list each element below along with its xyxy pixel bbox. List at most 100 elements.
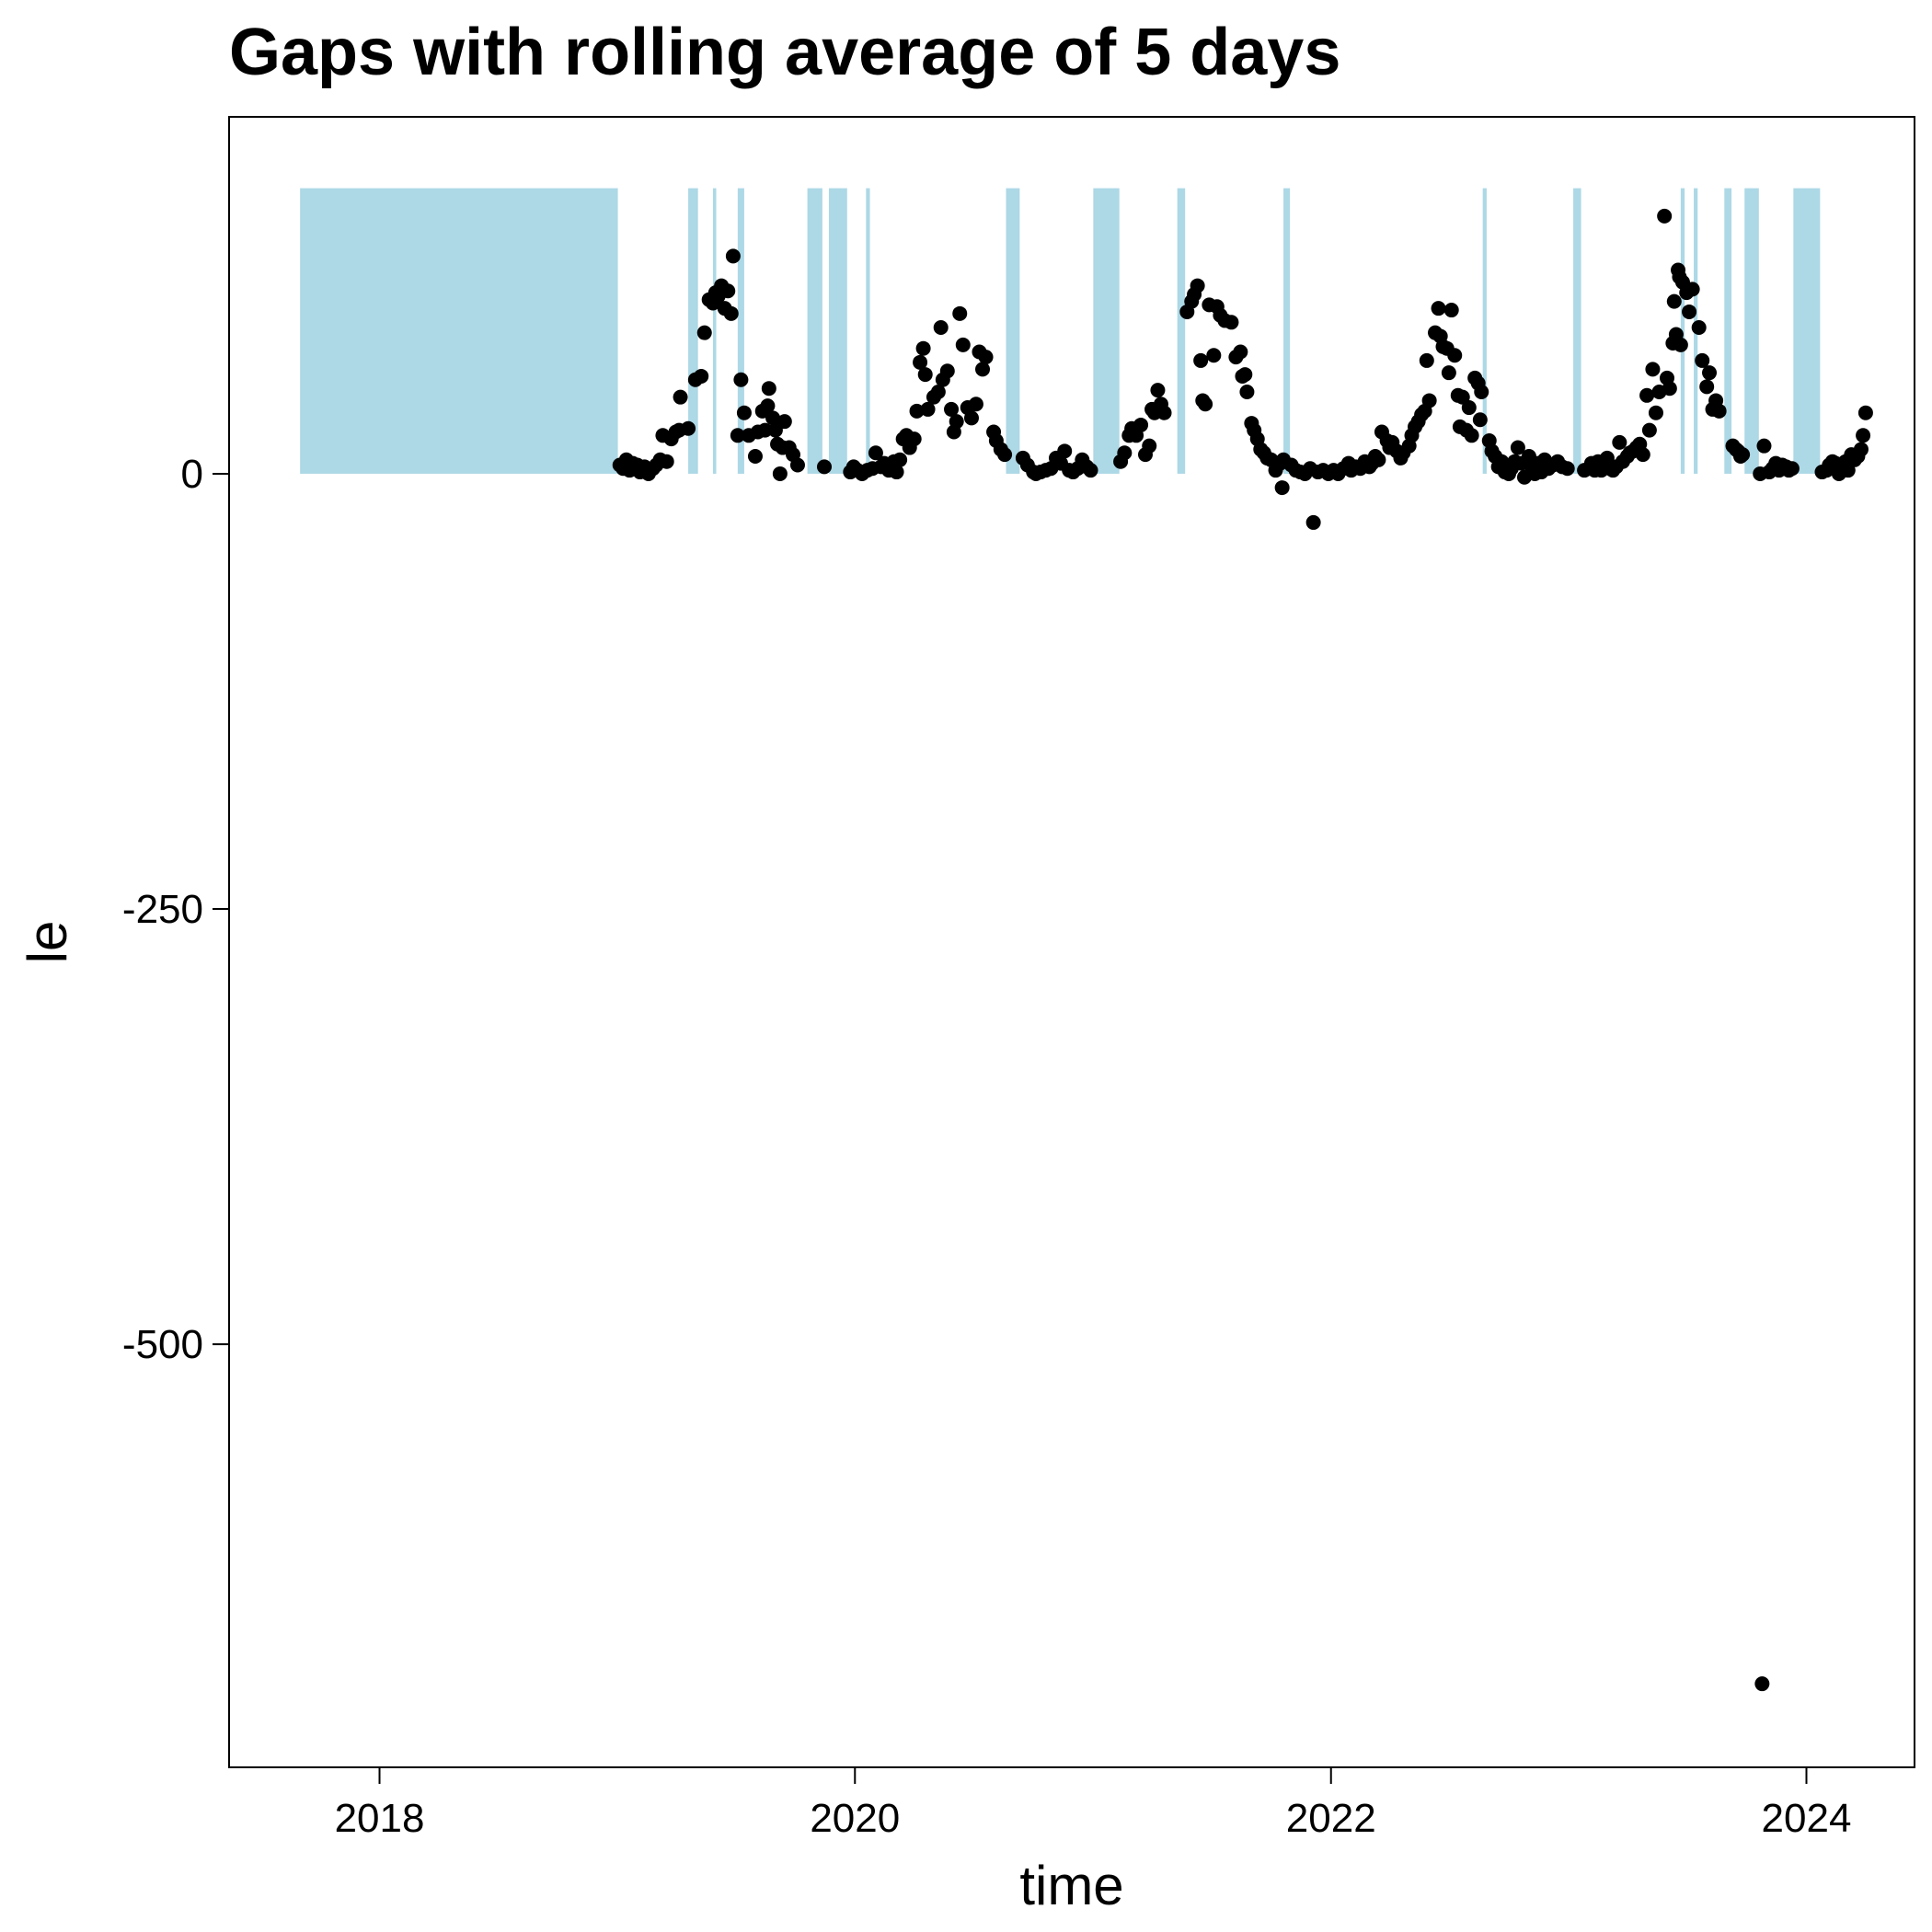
data-point bbox=[1754, 1676, 1770, 1692]
data-point bbox=[1419, 352, 1434, 368]
data-point bbox=[789, 457, 805, 473]
data-point bbox=[747, 449, 763, 465]
gap-band-1 bbox=[688, 188, 698, 474]
data-point bbox=[1274, 480, 1290, 496]
data-point bbox=[1699, 379, 1715, 395]
data-point bbox=[933, 319, 949, 335]
data-point bbox=[1117, 445, 1133, 461]
data-point bbox=[1198, 397, 1213, 412]
data-point bbox=[736, 405, 752, 420]
gap-band-7 bbox=[1006, 188, 1020, 474]
data-point bbox=[1441, 365, 1456, 381]
data-point bbox=[952, 305, 968, 321]
data-point bbox=[1756, 438, 1772, 454]
y-axis: 0 -250 -500 bbox=[122, 452, 229, 1367]
gap-band-3 bbox=[737, 188, 744, 474]
data-point bbox=[1224, 315, 1239, 330]
y-tick-label: -250 bbox=[122, 887, 203, 932]
y-tick-label: -500 bbox=[122, 1322, 203, 1367]
data-point bbox=[1648, 405, 1663, 420]
data-point bbox=[868, 445, 883, 461]
data-point bbox=[1856, 428, 1871, 443]
data-point bbox=[694, 368, 709, 384]
chart-title: Gaps with rolling average of 5 days bbox=[229, 16, 1340, 89]
x-tick-label: 2020 bbox=[810, 1796, 900, 1841]
data-point bbox=[1635, 447, 1650, 463]
gap-band-16 bbox=[1744, 188, 1759, 474]
data-point bbox=[733, 372, 749, 387]
data-point bbox=[720, 283, 736, 299]
data-point bbox=[1371, 452, 1386, 467]
data-point bbox=[1510, 440, 1525, 455]
data-point bbox=[1657, 208, 1673, 224]
data-point bbox=[889, 465, 904, 480]
data-point bbox=[1150, 383, 1166, 398]
data-point bbox=[696, 325, 712, 340]
data-point bbox=[1682, 304, 1697, 319]
data-point bbox=[1695, 352, 1710, 368]
data-point bbox=[1784, 461, 1800, 477]
data-point bbox=[917, 367, 933, 383]
gap-band-9 bbox=[1177, 188, 1186, 474]
data-point bbox=[1083, 463, 1098, 478]
data-point bbox=[681, 420, 696, 436]
data-point bbox=[1685, 282, 1700, 297]
gap-band-5 bbox=[828, 188, 847, 474]
data-point bbox=[963, 410, 979, 426]
data-point bbox=[1662, 381, 1677, 397]
data-point bbox=[1142, 438, 1157, 454]
data-point bbox=[968, 397, 983, 412]
data-point bbox=[909, 403, 925, 419]
data-point bbox=[772, 466, 788, 481]
x-tick-label: 2018 bbox=[335, 1796, 425, 1841]
data-point bbox=[730, 428, 745, 443]
data-point bbox=[915, 340, 931, 356]
data-point bbox=[1239, 385, 1255, 399]
gap-band-10 bbox=[1283, 188, 1291, 474]
data-point bbox=[1645, 362, 1661, 377]
data-point bbox=[1641, 422, 1657, 438]
data-point bbox=[1735, 447, 1751, 463]
data-point bbox=[1691, 319, 1707, 335]
gap-band-12 bbox=[1573, 188, 1581, 474]
gap-band-8 bbox=[1093, 188, 1120, 474]
data-point bbox=[920, 401, 936, 417]
gap-band-15 bbox=[1724, 188, 1732, 474]
data-point bbox=[1156, 405, 1172, 420]
data-point bbox=[817, 459, 833, 475]
x-axis: 2018 2020 2022 2024 bbox=[335, 1767, 1852, 1841]
data-point bbox=[949, 414, 964, 430]
y-axis-label: le bbox=[17, 921, 78, 964]
data-point bbox=[1559, 461, 1575, 477]
data-point bbox=[975, 362, 991, 377]
data-point bbox=[1447, 348, 1463, 363]
data-point bbox=[1190, 278, 1205, 293]
y-tick-label: 0 bbox=[181, 452, 203, 497]
data-point bbox=[1464, 428, 1479, 443]
data-point bbox=[1711, 403, 1727, 419]
data-point bbox=[997, 447, 1013, 463]
gap-band-13 bbox=[1680, 188, 1685, 474]
data-point bbox=[1443, 303, 1459, 318]
data-point bbox=[765, 410, 781, 426]
gap-band-2 bbox=[712, 188, 717, 474]
data-point bbox=[1673, 337, 1688, 352]
data-point bbox=[776, 414, 792, 430]
data-points bbox=[612, 208, 1873, 1692]
gap-band-0 bbox=[300, 188, 618, 474]
data-point bbox=[1472, 412, 1488, 428]
data-point bbox=[725, 248, 741, 264]
data-point bbox=[760, 398, 776, 414]
gap-band-4 bbox=[807, 188, 822, 474]
data-point bbox=[1612, 434, 1627, 450]
data-point bbox=[1666, 293, 1682, 309]
plot-frame bbox=[228, 116, 1915, 1768]
data-point bbox=[1305, 514, 1321, 530]
data-point bbox=[906, 431, 922, 447]
data-point bbox=[673, 389, 688, 405]
gap-bands bbox=[300, 188, 1821, 474]
data-point bbox=[939, 363, 955, 379]
x-tick-label: 2024 bbox=[1762, 1796, 1852, 1841]
data-point bbox=[1853, 442, 1869, 457]
data-point bbox=[1431, 301, 1446, 316]
